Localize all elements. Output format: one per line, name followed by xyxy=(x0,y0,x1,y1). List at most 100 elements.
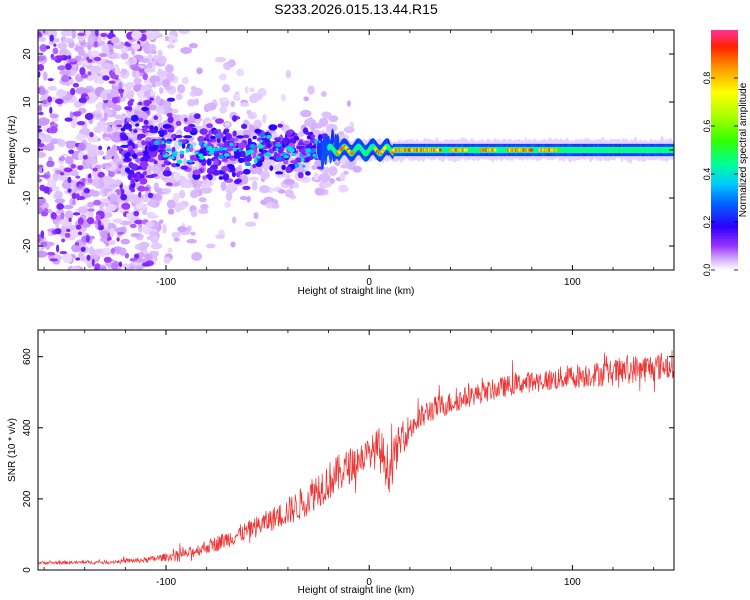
heatmap-cell xyxy=(109,88,119,98)
heatmap-cell xyxy=(47,96,53,103)
heatmap-cell xyxy=(197,208,209,214)
heatmap-cell xyxy=(129,257,137,262)
heatmap-cell xyxy=(290,160,298,164)
heatmap-cell xyxy=(72,82,79,88)
heatmap-cell xyxy=(147,214,159,219)
heatmap-cell xyxy=(107,125,112,132)
heatmap-cell xyxy=(275,147,279,152)
heatmap-cell xyxy=(296,145,305,150)
heatmap-cell xyxy=(134,219,143,225)
heatmap-cell xyxy=(64,232,71,238)
heatmap-cell xyxy=(64,117,73,122)
heatmap-cell xyxy=(138,117,144,123)
heatmap-cell xyxy=(57,65,66,71)
heatmap-cell xyxy=(49,126,58,134)
heatmap-cell xyxy=(321,182,332,188)
heatmap-cell xyxy=(269,165,274,171)
heatmap-cell xyxy=(133,210,140,217)
heatmap-cell xyxy=(151,49,157,55)
heatmap-cell xyxy=(208,151,215,155)
heatmap-cell xyxy=(148,145,157,152)
snr-y-tick-label: 600 xyxy=(22,348,33,365)
heatmap-cell xyxy=(38,196,46,205)
heatmap-cell xyxy=(259,185,270,194)
heatmap-cell xyxy=(277,123,284,128)
snr-y-tick-label: 0 xyxy=(22,567,33,573)
heatmap-cell xyxy=(142,262,151,267)
heatmap-cell xyxy=(187,98,196,107)
heatmap-cell xyxy=(77,49,86,56)
heatmap-cell xyxy=(80,246,86,252)
heatmap-y-tick-label: 10 xyxy=(22,96,33,108)
heatmap-cell xyxy=(283,160,289,165)
heatmap-cell xyxy=(110,36,120,44)
heatmap-cell xyxy=(493,148,497,152)
heatmap-cell xyxy=(188,43,198,49)
heatmap-cell xyxy=(288,129,294,135)
heatmap-cell xyxy=(124,252,129,259)
heatmap-cell xyxy=(97,150,105,156)
heatmap-cell xyxy=(249,87,255,92)
heatmap-cell xyxy=(89,131,94,138)
heatmap-cell xyxy=(54,228,62,235)
heatmap-cell xyxy=(135,203,143,210)
heatmap-cell xyxy=(222,173,229,181)
heatmap-cell xyxy=(275,143,282,148)
heatmap-cell xyxy=(139,177,148,185)
colorbar-tick-label: 0.8 xyxy=(702,72,712,85)
heatmap-cell xyxy=(232,115,238,122)
heatmap-cell xyxy=(69,111,74,119)
heatmap-cell xyxy=(193,113,201,119)
heatmap-cell xyxy=(161,140,165,145)
heatmap-cell xyxy=(108,171,115,178)
heatmap-cell xyxy=(103,112,108,122)
heatmap-cell xyxy=(87,158,98,165)
heatmap-cell xyxy=(81,178,86,183)
heatmap-cell xyxy=(243,158,252,162)
heatmap-cell xyxy=(262,114,267,124)
heatmap-cell xyxy=(38,250,48,258)
heatmap-cell xyxy=(275,171,284,175)
heatmap-cell xyxy=(93,199,102,206)
heatmap-cell xyxy=(118,164,122,169)
heatmap-cell xyxy=(86,254,91,261)
heatmap-cell xyxy=(225,191,233,202)
heatmap-cell xyxy=(244,86,249,94)
heatmap-cell xyxy=(128,140,133,146)
heatmap-cell xyxy=(77,231,83,236)
heatmap-cell xyxy=(285,166,292,174)
heatmap-cell xyxy=(95,214,101,222)
heatmap-cell xyxy=(59,172,65,176)
heatmap-cell xyxy=(305,148,312,153)
heatmap-cell xyxy=(230,100,235,108)
heatmap-cell xyxy=(93,40,98,48)
heatmap-cell xyxy=(300,109,312,118)
heatmap-cell xyxy=(137,133,146,139)
heatmap-cell xyxy=(125,151,131,158)
heatmap-cell xyxy=(142,126,148,134)
heatmap-cell xyxy=(338,131,345,136)
heatmap-cell xyxy=(167,116,174,124)
heatmap-cell xyxy=(120,238,130,245)
heatmap-cell xyxy=(171,108,179,114)
heatmap-cell xyxy=(150,234,159,244)
heatmap-cell xyxy=(282,142,286,149)
heatmap-cell xyxy=(219,73,227,81)
heatmap-cell xyxy=(278,189,286,194)
heatmap-cell xyxy=(83,188,91,194)
heatmap-cell xyxy=(45,143,55,151)
heatmap-cell xyxy=(329,178,336,184)
heatmap-cell xyxy=(38,117,50,126)
heatmap-cell xyxy=(135,158,142,163)
heatmap-cell xyxy=(215,56,226,63)
heatmap-cell xyxy=(213,158,219,166)
colorbar-tick-label: 0.6 xyxy=(702,120,712,133)
snr-x-tick-label: 100 xyxy=(564,577,581,588)
heatmap-cell xyxy=(57,138,63,145)
heatmap-cell xyxy=(149,231,156,237)
heatmap-cell xyxy=(100,218,111,224)
heatmap-cell xyxy=(161,79,171,88)
heatmap-cell xyxy=(124,41,130,47)
heatmap-cell xyxy=(202,175,207,180)
